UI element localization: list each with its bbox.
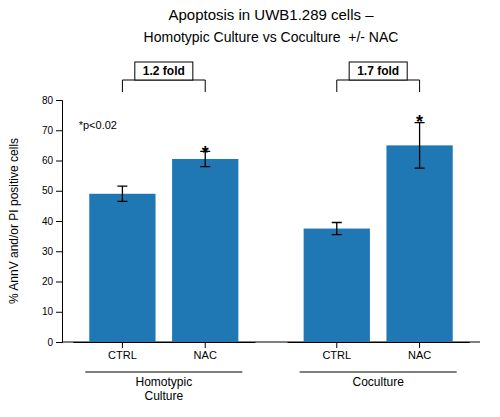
marks bbox=[89, 123, 452, 342]
x-axis-line bbox=[288, 342, 470, 343]
y-tick: 40 bbox=[42, 216, 62, 227]
group-underline bbox=[85, 372, 242, 373]
bar bbox=[304, 229, 370, 342]
y-tick-label: 10 bbox=[42, 306, 54, 317]
y-tick-mark bbox=[56, 221, 62, 222]
group-label: HomotypicCulture bbox=[135, 375, 192, 403]
y-tick: 60 bbox=[42, 155, 62, 166]
x-tick-mark bbox=[205, 342, 206, 348]
y-tick: 10 bbox=[42, 306, 62, 317]
fold-label: 1.7 fold bbox=[357, 64, 399, 78]
x-tick-label: CTRL bbox=[108, 349, 137, 361]
x-tick: CTRL bbox=[108, 342, 137, 361]
fold-bracket-group: 1.2 fold bbox=[122, 62, 205, 92]
error-bar-line bbox=[117, 186, 127, 201]
y-tick-mark bbox=[56, 251, 62, 252]
y-tick-label: 30 bbox=[42, 246, 54, 257]
y-tick-label: 20 bbox=[42, 276, 54, 287]
fold-bracket bbox=[337, 80, 420, 92]
y-tick-label: 50 bbox=[42, 185, 54, 196]
y-tick-mark bbox=[56, 282, 62, 283]
x-tick-mark bbox=[122, 342, 123, 348]
x-tick-mark bbox=[336, 342, 337, 348]
group-label-line: Homotypic bbox=[135, 375, 192, 389]
y-tick-label: 0 bbox=[47, 337, 53, 348]
fold-bracket-group: 1.7 fold bbox=[337, 62, 420, 92]
y-tick-mark bbox=[56, 130, 62, 131]
group-label-line: Coculture bbox=[352, 375, 404, 389]
x-tick-label: NAC bbox=[194, 349, 217, 361]
x-tick-mark bbox=[419, 342, 420, 348]
chart: 0 10 20 30 40 50 60 70 80 % AnnV and/or PI positi… bbox=[0, 0, 500, 417]
y-tick: 50 bbox=[42, 185, 62, 196]
y-tick-mark bbox=[56, 191, 62, 192]
y-tick-label: 80 bbox=[42, 95, 54, 106]
fold-box bbox=[349, 62, 407, 80]
bar bbox=[172, 159, 238, 342]
y-tick-label: 70 bbox=[42, 125, 54, 136]
note: *p<0.02 bbox=[79, 119, 117, 131]
x-axis-line bbox=[73, 342, 255, 343]
title: Apoptosis in UWB1.289 cells – bbox=[168, 6, 374, 23]
fold-label: 1.2 fold bbox=[143, 64, 185, 78]
fold-bracket bbox=[122, 80, 205, 92]
subtitle: Homotypic Culture vs Coculture +/- NAC bbox=[144, 29, 399, 45]
group-label: Coculture bbox=[352, 375, 404, 389]
y-tick-label: 60 bbox=[42, 155, 54, 166]
x-tick: NAC bbox=[408, 342, 431, 361]
significance-star: * bbox=[416, 112, 423, 132]
y-tick: 0 bbox=[47, 337, 62, 348]
plot-root: 0 10 20 30 40 50 60 70 80 % AnnV and/or PI positi… bbox=[7, 6, 480, 403]
y-tick-mark bbox=[56, 100, 62, 101]
y-tick-label: 40 bbox=[42, 216, 54, 227]
group-underline bbox=[300, 372, 457, 373]
y-tick: 30 bbox=[42, 246, 62, 257]
error-bar bbox=[332, 223, 342, 235]
fold-box bbox=[135, 62, 193, 80]
y-tick-mark bbox=[56, 161, 62, 162]
y-tick-mark bbox=[56, 342, 62, 343]
error-bar-line bbox=[332, 223, 342, 235]
y-axis-title: % AnnV and/or PI positive cells bbox=[7, 138, 21, 304]
x-tick-label: NAC bbox=[408, 349, 431, 361]
x-tick-label: CTRL bbox=[322, 349, 351, 361]
x-tick: CTRL bbox=[322, 342, 351, 361]
bar bbox=[89, 194, 155, 342]
y-tick: 70 bbox=[42, 125, 62, 136]
significance-star: * bbox=[202, 143, 209, 163]
y-axis: 0 10 20 30 40 50 60 70 80 bbox=[42, 95, 63, 348]
y-tick: 20 bbox=[42, 276, 62, 287]
group-label-line: Culture bbox=[144, 389, 183, 403]
error-bar bbox=[117, 186, 127, 201]
y-axis-line bbox=[56, 101, 63, 343]
x-tick: NAC bbox=[194, 342, 217, 361]
y-tick: 80 bbox=[42, 95, 62, 106]
y-tick-mark bbox=[56, 312, 62, 313]
bar bbox=[386, 145, 452, 342]
x-axis: CTRL NAC bbox=[288, 342, 470, 361]
x-axis: CTRL NAC bbox=[73, 342, 255, 361]
